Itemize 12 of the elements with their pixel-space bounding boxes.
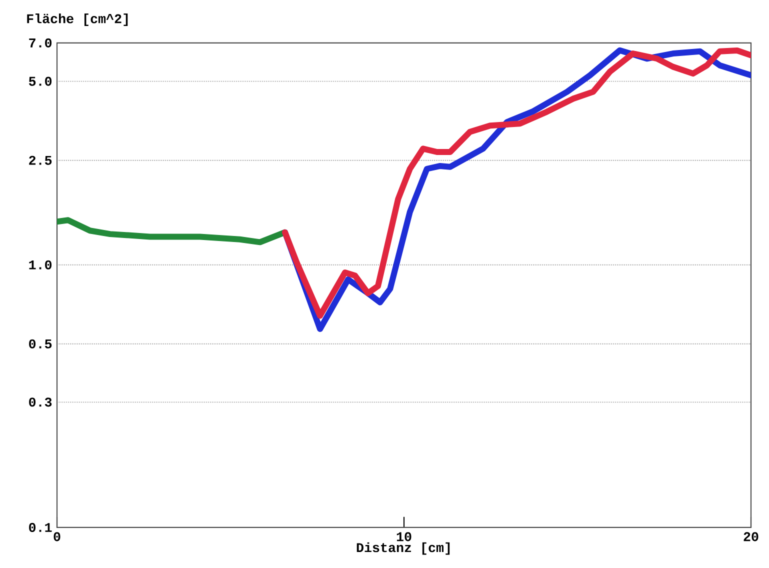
y-tick-label: 0.5 [29, 339, 52, 348]
y-tick-label: 5.0 [28, 76, 52, 86]
y-axis-title: Fläche [cm^2] [27, 14, 128, 26]
x-tick-label: 0 [54, 532, 60, 542]
y-tick-label: 7.0 [29, 38, 52, 48]
y-tick-label: 0.3 [29, 398, 52, 407]
x-tick-label: 10 [396, 532, 412, 542]
y-tick-label: 2.5 [29, 156, 52, 165]
x-axis-title: Distanz [cm] [356, 542, 450, 555]
y-tick-label: 0.1 [29, 522, 52, 532]
x-tick-label: 20 [744, 532, 758, 542]
y-tick-label: 1.0 [29, 260, 52, 270]
